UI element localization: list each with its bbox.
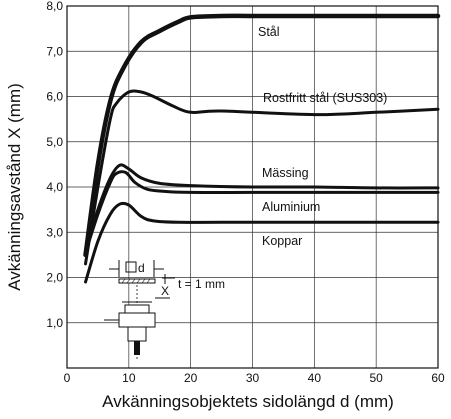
sensor-inset-diagram: d t = 1 mm X bbox=[104, 260, 225, 360]
inset-d-label: d bbox=[138, 261, 145, 275]
x-tick-label: 60 bbox=[431, 371, 445, 385]
inset-t-label: t = 1 mm bbox=[178, 277, 225, 291]
y-tick-label: 2,0 bbox=[46, 271, 63, 285]
y-tick-label: 1,0 bbox=[46, 316, 63, 330]
series-label-rostfritt: Rostfritt stål (SUS303) bbox=[263, 91, 387, 105]
series-line-0 bbox=[83, 13, 441, 258]
sensor-head bbox=[124, 304, 150, 314]
series-line-2 bbox=[84, 163, 440, 252]
x-tick-labels: 0 10 20 30 40 50 60 bbox=[64, 371, 445, 385]
y-tick-label: 4,0 bbox=[46, 180, 63, 194]
x-axis-label: Avkänningsobjektets sidolängd d (mm) bbox=[102, 392, 394, 411]
x-tick-label: 20 bbox=[184, 371, 198, 385]
y-tick-label: 6,0 bbox=[46, 90, 63, 104]
y-tick-label: 5,0 bbox=[46, 135, 63, 149]
x-tick-label: 30 bbox=[246, 371, 260, 385]
series-line-3 bbox=[84, 170, 440, 255]
series-label-massing: Mässing bbox=[262, 166, 309, 180]
series-group bbox=[83, 13, 441, 284]
series-line-1 bbox=[84, 89, 440, 266]
x-tick-label: 40 bbox=[308, 371, 322, 385]
x-tick-label: 10 bbox=[122, 371, 136, 385]
y-tick-label: 3,0 bbox=[46, 225, 63, 239]
series-label-stal: Stål bbox=[258, 25, 280, 39]
inset-x-label: X bbox=[161, 284, 169, 298]
series-label-koppar: Koppar bbox=[262, 234, 302, 248]
y-tick-label: 7,0 bbox=[46, 44, 63, 58]
plot-frame bbox=[66, 5, 439, 369]
series-line-4 bbox=[84, 201, 440, 284]
y-axis-label: Avkänningsavstånd X (mm) bbox=[5, 83, 24, 291]
y-tick-labels: 1,0 2,0 3,0 4,0 5,0 6,0 7,0 8,0 bbox=[46, 0, 63, 330]
series-label-aluminium: Aluminium bbox=[262, 200, 320, 214]
x-tick-label: 50 bbox=[369, 371, 383, 385]
y-tick-label: 8,0 bbox=[46, 0, 63, 13]
x-tick-label: 0 bbox=[64, 371, 71, 385]
